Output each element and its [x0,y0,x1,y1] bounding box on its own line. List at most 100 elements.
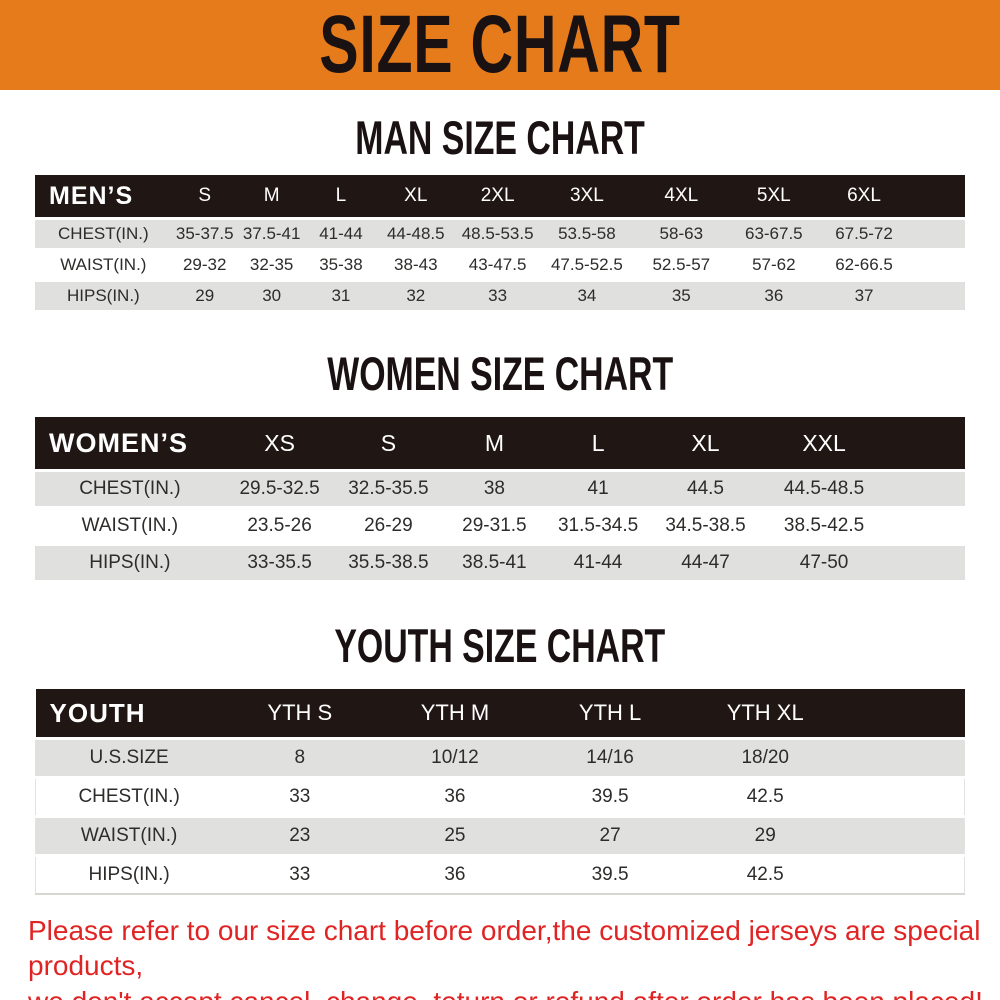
size-value-cell: 39.5 [532,776,688,817]
column-header: XXL [761,417,887,471]
size-value-cell: 36 [728,279,819,310]
size-value-cell: 37 [818,279,910,310]
size-value-cell: 67.5-72 [818,217,910,250]
size-value-cell: 29 [687,815,843,856]
women-size-table: WOMEN’S XS S M L XL XXL CHEST(IN.) 29.5-… [35,417,965,580]
size-value-cell: 10/12 [377,737,533,778]
size-value-cell: 44-47 [649,543,762,580]
youth-header-row: YOUTH YTH S YTH M YTH L YTH XL [35,689,965,739]
column-header: L [305,175,377,219]
size-value-cell: 57-62 [728,248,819,281]
size-value-cell: 39.5 [532,854,688,894]
column-header: YTH XL [687,689,843,739]
measurement-label: CHEST(IN.) [35,217,172,250]
size-value-cell: 33 [455,279,540,310]
size-value-cell: 34 [539,279,634,310]
size-value-cell: 8 [222,737,378,778]
size-value-cell: 38 [442,469,547,508]
size-value-cell: 63-67.5 [728,217,819,250]
column-header: YTH M [377,689,533,739]
measurement-row: WAIST(IN.) 29-32 32-35 35-38 38-43 43-47… [35,248,965,281]
size-value-cell: 41-44 [305,217,377,250]
column-header: XL [649,417,762,471]
column-header: 5XL [728,175,819,219]
filler-cell [886,506,965,545]
size-value-cell: 58-63 [633,217,729,250]
filler-cell [842,689,965,739]
size-value-cell: 41 [546,469,650,508]
size-value-cell: 47-50 [761,543,887,580]
size-value-cell: 31.5-34.5 [546,506,650,545]
size-value-cell: 38-43 [376,248,456,281]
measurement-label: WAIST(IN.) [35,248,172,281]
size-value-cell: 32.5-35.5 [334,469,443,508]
size-value-cell: 34.5-38.5 [649,506,762,545]
size-value-cell: 36 [377,776,533,817]
man-section-heading: MAN SIZE CHART [0,114,1000,161]
size-value-cell: 31 [305,279,377,310]
youth-heading-text: YOUTH SIZE CHART [334,619,666,672]
column-header: S [334,417,443,471]
filler-cell [909,175,965,219]
size-value-cell: 44-48.5 [376,217,456,250]
size-value-cell: 41-44 [546,543,650,580]
filler-cell [842,854,965,894]
measurement-row: WAIST(IN.) 23 25 27 29 [35,815,965,856]
measurement-label: U.S.SIZE [35,737,223,778]
size-value-cell: 43-47.5 [455,248,540,281]
size-value-cell: 30 [237,279,306,310]
measurement-label: WAIST(IN.) [35,815,223,856]
size-value-cell: 29-32 [171,248,238,281]
size-value-cell: 33 [222,854,378,894]
size-value-cell: 35-38 [305,248,377,281]
size-value-cell: 32-35 [237,248,306,281]
measurement-row: HIPS(IN.) 33-35.5 35.5-38.5 38.5-41 41-4… [35,543,965,580]
size-value-cell: 29 [171,279,238,310]
filler-cell [909,248,965,281]
women-heading-text: WOMEN SIZE CHART [327,347,673,400]
size-value-cell: 35.5-38.5 [334,543,443,580]
size-value-cell: 33 [222,776,378,817]
measurement-row: HIPS(IN.) 29 30 31 32 33 34 35 36 37 [35,279,965,310]
filler-cell [909,217,965,250]
size-value-cell: 23 [222,815,378,856]
youth-header-label: YOUTH [35,689,223,739]
size-value-cell: 42.5 [687,776,843,817]
size-value-cell: 27 [532,815,688,856]
size-value-cell: 35 [633,279,729,310]
size-value-cell: 38.5-41 [442,543,547,580]
size-value-cell: 25 [377,815,533,856]
measurement-row: CHEST(IN.) 33 36 39.5 42.5 [35,776,965,817]
column-header: 2XL [455,175,540,219]
size-value-cell: 14/16 [532,737,688,778]
size-chart-banner: SIZE CHART [0,0,1000,90]
size-value-cell: 37.5-41 [237,217,306,250]
column-header: 4XL [633,175,729,219]
column-header: YTH S [222,689,378,739]
measurement-row: U.S.SIZE 8 10/12 14/16 18/20 [35,737,965,778]
column-header: M [442,417,547,471]
size-value-cell: 44.5 [649,469,762,508]
women-section-heading: WOMEN SIZE CHART [0,350,1000,397]
disclaimer: Please refer to our size chart before or… [0,913,1000,1000]
youth-section-heading: YOUTH SIZE CHART [0,622,1000,669]
women-header-label: WOMEN’S [35,417,225,471]
filler-cell [842,815,965,856]
measurement-row: HIPS(IN.) 33 36 39.5 42.5 [35,854,965,894]
man-header-label: MEN’S [35,175,172,219]
man-header-row: MEN’S S M L XL 2XL 3XL 4XL 5XL 6XL [35,175,965,219]
size-value-cell: 38.5-42.5 [761,506,887,545]
size-value-cell: 26-29 [334,506,443,545]
column-header: XL [376,175,456,219]
filler-cell [842,776,965,817]
measurement-label: HIPS(IN.) [35,279,172,310]
size-value-cell: 52.5-57 [633,248,729,281]
size-value-cell: 47.5-52.5 [539,248,634,281]
measurement-label: CHEST(IN.) [35,469,225,508]
measurement-row: CHEST(IN.) 29.5-32.5 32.5-35.5 38 41 44.… [35,469,965,508]
filler-cell [842,737,965,778]
disclaimer-line-2: we don't accept cancel, change, teturn o… [28,984,990,1000]
women-header-row: WOMEN’S XS S M L XL XXL [35,417,965,471]
measurement-row: CHEST(IN.) 35-37.5 37.5-41 41-44 44-48.5… [35,217,965,250]
size-value-cell: 18/20 [687,737,843,778]
